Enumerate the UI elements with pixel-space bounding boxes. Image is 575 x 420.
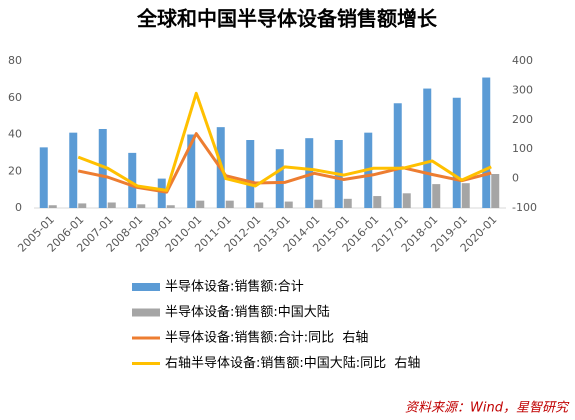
bar [128,152,137,208]
legend-label: 半导体设备:销售额:合计 [165,279,304,295]
bar [482,77,491,208]
bar [314,199,323,208]
bar [255,202,264,208]
y-tick-label: 80 [8,54,22,67]
y-tick-label: 20 [8,164,22,177]
bar [157,178,166,208]
y2-tick-label: 0 [512,172,519,185]
bar [246,140,255,208]
y2-tick-label: 400 [512,54,533,67]
legend-swatch [132,283,160,291]
y2-tick-label: 200 [512,113,533,126]
bar [78,203,87,208]
bar [423,88,432,208]
bar [39,147,48,208]
legend-label: 右轴半导体设备:销售额:中国大陆:同比 右轴 [165,355,420,371]
line-series [77,91,492,192]
bar [275,149,284,208]
bar [432,184,441,208]
bar [187,134,196,208]
y-tick-label: 40 [8,128,22,141]
line-series [77,132,492,194]
bar [461,183,470,208]
bar [373,196,382,208]
y2-tick-label: 300 [512,83,533,96]
bar [107,202,116,208]
legend-swatch [132,308,160,317]
y2-tick-label: 100 [512,142,533,155]
bar [305,138,314,208]
bar [225,200,234,208]
legend-label: 半导体设备:销售额:合计:同比 右轴 [165,330,368,346]
bar [452,97,461,208]
bar [393,103,402,208]
bar [491,174,500,208]
bar [166,205,175,208]
y2-tick-label: -100 [512,201,537,214]
bar [98,128,107,208]
chart-title: 全球和中国半导体设备销售额增长 [136,7,438,31]
bar [48,205,57,208]
bar [137,204,146,208]
bar [343,198,352,208]
legend-label: 半导体设备:销售额:中国大陆 [165,304,330,320]
y-tick-label: 60 [8,91,22,104]
bar [196,200,205,208]
source: 资料来源：Wind，星智研究 [405,400,570,416]
bar [402,193,411,208]
y-tick-label: 0 [15,201,22,214]
bar [69,132,78,208]
bar [284,201,293,208]
